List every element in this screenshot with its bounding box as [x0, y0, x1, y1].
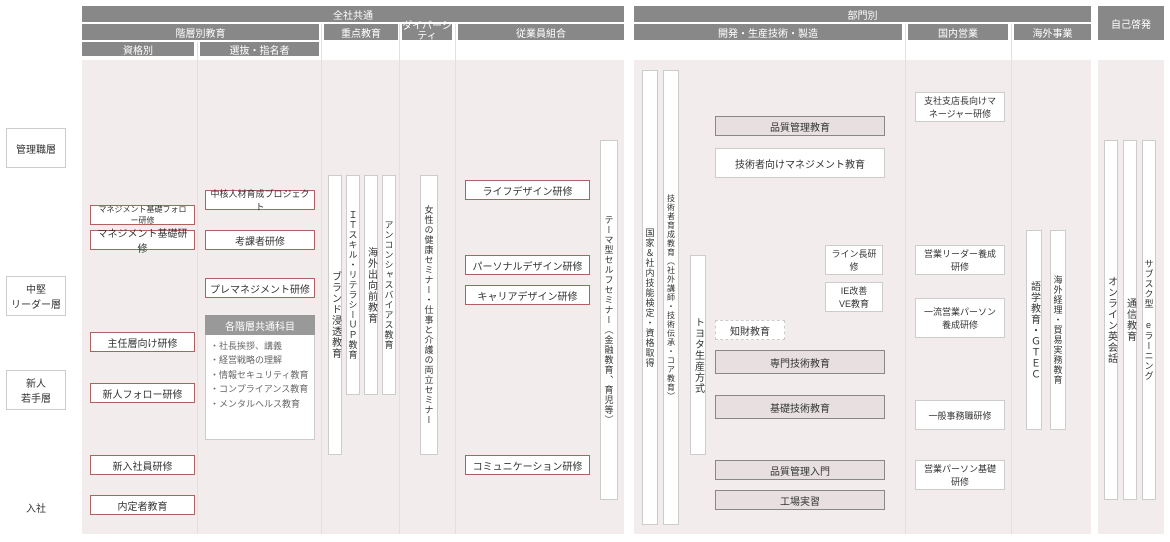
vbox-pre-overseas: 海外出向前教育	[364, 175, 378, 395]
div-dom-ov	[1011, 24, 1012, 534]
y-mid-leader: 中堅 リーダー層	[6, 276, 66, 316]
hdr-company-common: 全社共通	[82, 6, 624, 22]
box-common-header: 各階層共通科目	[205, 315, 315, 335]
box-line-chief: ライン長研修	[825, 245, 883, 275]
y-manager: 管理職層	[6, 128, 66, 168]
box-basic-tech: 基礎技術教育	[715, 395, 885, 419]
hdr-by-rank: 資格別	[82, 42, 194, 56]
box-appraiser: 考課者研修	[205, 230, 315, 250]
vbox-national: 国家＆社内技能検定・資格取得	[642, 70, 658, 525]
box-chief: 主任層向け研修	[90, 332, 195, 352]
div-mfg-dom	[905, 24, 906, 534]
box-mgmt-follow: マネジメント基礎フォロー研修	[90, 205, 195, 225]
y-newcomer: 新人 若手層	[6, 370, 66, 410]
box-qc-intro: 品質管理入門	[715, 460, 885, 480]
vbox-it: ＩＴスキル・リテラシーＵＰ教育	[346, 175, 360, 395]
box-spec-tech: 専門技術教育	[715, 350, 885, 374]
box-mgmt-basic: マネジメント基礎研修	[90, 230, 195, 250]
box-newhire: 新入社員研修	[90, 455, 195, 475]
box-new-follow: 新人フォロー研修	[90, 383, 195, 403]
div-focus-div	[399, 24, 400, 534]
hdr-diversity: ダイバーシティ	[402, 24, 452, 40]
box-qc-edu: 品質管理教育	[715, 116, 885, 136]
bullet-4: メンタルヘルス教育	[210, 397, 310, 411]
vbox-brand: ブランド浸透教育	[328, 175, 342, 455]
vbox-toyota: トヨタ生産方式	[690, 255, 706, 455]
box-pre-mgmt: プレマネジメント研修	[205, 278, 315, 298]
vbox-unconscious: アンコンシャスバイアス教育	[382, 175, 396, 395]
bullet-3: コンプライアンス教育	[210, 382, 310, 396]
vbox-acct: 海外経理・貿易実務教育	[1050, 230, 1066, 430]
box-personal: パーソナルデザイン研修	[465, 255, 590, 275]
y-entry: 入社	[6, 500, 66, 515]
hdr-dom-sales: 国内営業	[908, 24, 1008, 40]
box-career: キャリアデザイン研修	[465, 285, 590, 305]
div-tier-focus	[321, 24, 322, 534]
common-bullets: 社長挨拶、講義 経営戦略の理解 情報セキュリティ教育 コンプライアンス教育 メン…	[206, 335, 314, 415]
box-sales-basic: 営業パーソン基礎研修	[915, 460, 1005, 490]
box-life: ライフデザイン研修	[465, 180, 590, 200]
bullet-1: 経営戦略の理解	[210, 353, 310, 367]
hdr-focus: 重点教育	[324, 24, 398, 40]
vbox-corr: 通信教育	[1123, 140, 1137, 500]
box-core-proj: 中核人材育成プロジェクト	[205, 190, 315, 210]
bullet-2: 情報セキュリティ教育	[210, 368, 310, 382]
hdr-overseas: 海外事業	[1014, 24, 1091, 40]
vbox-subsc: サブスク型 eラーニング	[1142, 140, 1156, 500]
box-top-sales: 一流営業パーソン養成研修	[915, 298, 1005, 338]
box-branch-mgr: 支社支店長向けマネージャー研修	[915, 92, 1005, 122]
div-rank-selected	[197, 42, 198, 534]
box-factory: 工場実習	[715, 490, 885, 510]
box-clerk: 一般事務職研修	[915, 400, 1005, 430]
hdr-by-dept: 部門別	[634, 6, 1091, 22]
hdr-tier: 階層別教育	[82, 24, 319, 40]
vbox-women: 女性の健康セミナー・仕事と介護の両立セミナー	[420, 175, 438, 455]
box-ie-ve: IE改善 VE教育	[825, 282, 883, 312]
box-sales-leader: 営業リーダー養成研修	[915, 245, 1005, 275]
box-ip: 知財教育	[715, 320, 785, 340]
hdr-union: 従業員組合	[458, 24, 624, 40]
vbox-tech-dev: 技術者育成教育（社外講師・技術伝承・コア教育）	[663, 70, 679, 525]
vbox-theme: テーマ型セルフセミナー（金融教育、育児等）	[600, 140, 618, 500]
box-tech-mgmt: 技術者向けマネジメント教育	[715, 148, 885, 178]
box-common-body: 社長挨拶、講義 経営戦略の理解 情報セキュリティ教育 コンプライアンス教育 メン…	[205, 335, 315, 440]
div-div-union	[455, 24, 456, 534]
hdr-self-dev: 自己啓発	[1098, 6, 1164, 40]
vbox-lang: 語学教育・ＧＴＥＣ	[1026, 230, 1042, 430]
box-comm: コミュニケーション研修	[465, 455, 590, 475]
hdr-selected: 選抜・指名者	[200, 42, 319, 56]
vbox-online-en: オンライン英会話	[1104, 140, 1118, 500]
hdr-dev-mfg: 開発・生産技術・製造	[634, 24, 902, 40]
bullet-0: 社長挨拶、講義	[210, 339, 310, 353]
box-naitei: 内定者教育	[90, 495, 195, 515]
